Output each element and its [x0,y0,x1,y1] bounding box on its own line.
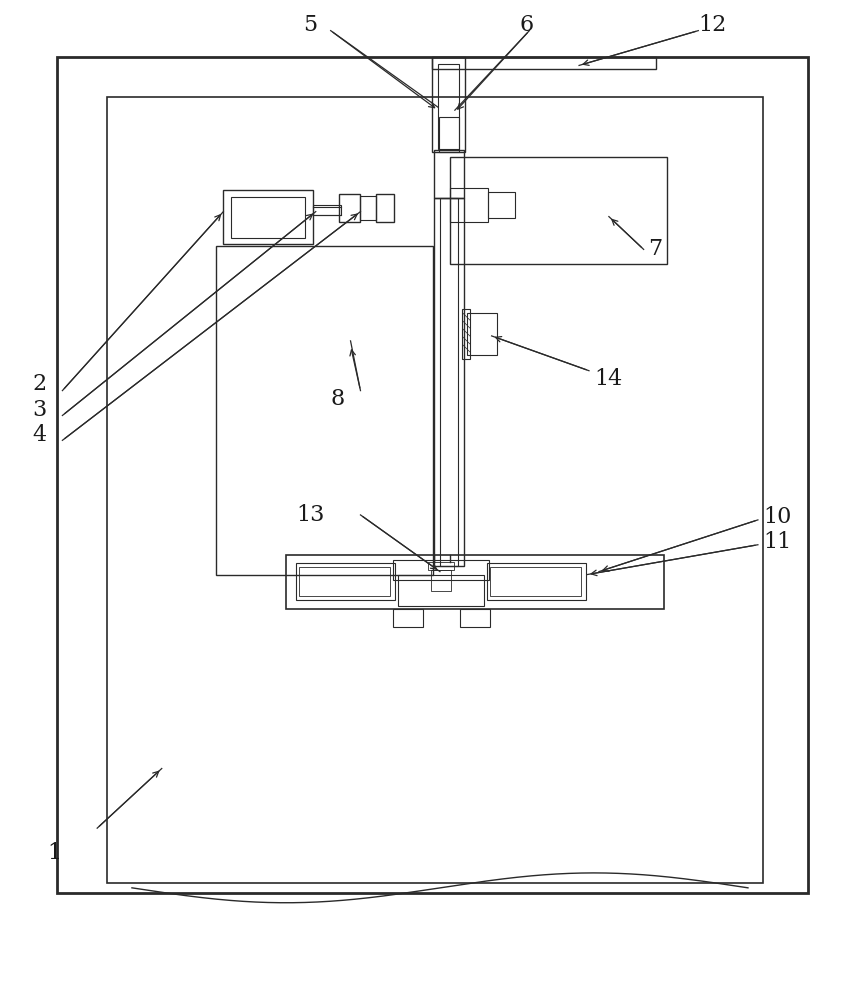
Text: 3: 3 [33,399,47,422]
Text: 11: 11 [763,531,791,553]
Bar [339,194,360,222]
Text: 10: 10 [763,506,792,528]
Bar [231,197,305,238]
Text: 5: 5 [303,14,317,36]
Bar [377,194,394,222]
Text: 4: 4 [33,424,47,446]
Bar [438,64,459,149]
Bar [286,555,663,609]
Bar [398,575,483,606]
Bar [432,57,655,69]
Bar [440,198,457,566]
Bar [450,188,488,222]
Bar [360,196,377,220]
Bar [432,57,464,152]
Bar [467,313,496,355]
Text: 13: 13 [296,504,325,526]
Bar [488,192,516,218]
Text: 12: 12 [698,14,727,36]
Text: 1: 1 [48,842,62,864]
Bar [428,562,454,570]
Bar [57,57,807,893]
Bar [431,570,450,591]
Bar [393,609,423,627]
Bar [462,309,470,359]
Bar [490,567,581,596]
Text: 14: 14 [594,368,622,390]
Bar [299,567,391,596]
Bar [223,190,312,244]
Bar [107,97,763,883]
Bar [434,150,464,198]
Text: 2: 2 [33,373,47,395]
Bar [216,246,433,575]
Text: 6: 6 [519,14,534,36]
Bar [460,609,490,627]
Bar [296,563,395,600]
Bar [450,157,667,264]
Bar [434,198,464,566]
Bar [439,117,459,152]
Bar [393,560,489,580]
Text: 8: 8 [331,388,345,410]
Bar [487,563,586,600]
Text: 7: 7 [648,238,663,260]
Bar [312,205,340,215]
